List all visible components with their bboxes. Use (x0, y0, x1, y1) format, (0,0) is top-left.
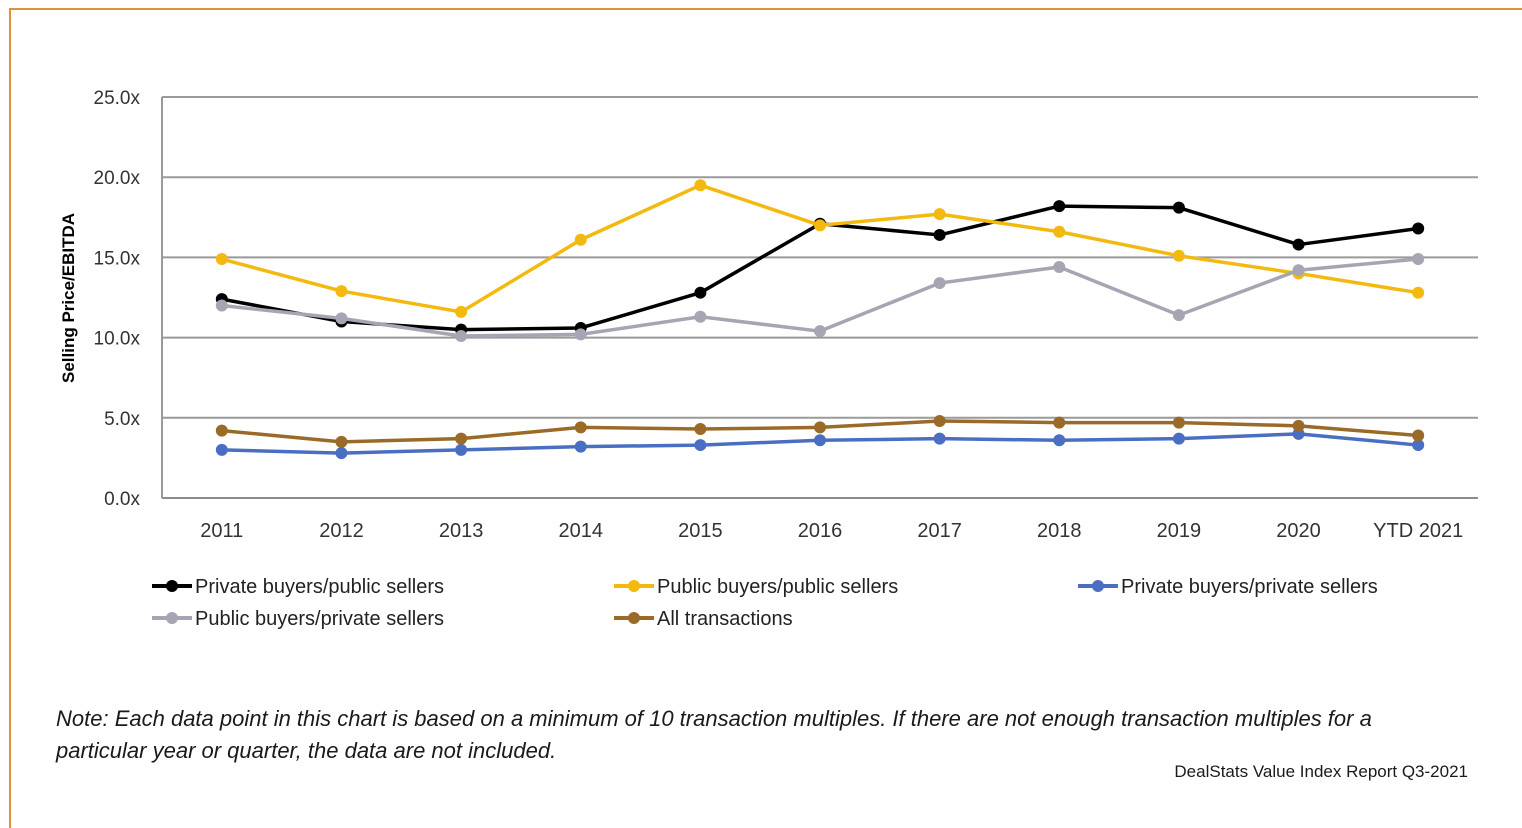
data-point (933, 277, 946, 290)
data-point (574, 421, 587, 434)
data-point (335, 285, 348, 298)
y-axis-ticks: 0.0x 5.0x 10.0x 15.0x 20.0x 25.0x (94, 88, 141, 510)
data-point (215, 299, 228, 312)
data-point (215, 443, 228, 456)
data-point (933, 228, 946, 241)
y-axis-label: Selling Price/EBITDA (59, 213, 78, 383)
legend-item: All transactions (614, 608, 793, 630)
data-point (1412, 439, 1425, 452)
legend-item: Public buyers/private sellers (152, 608, 444, 630)
x-tick-label: 2020 (1276, 520, 1321, 542)
data-point (1292, 238, 1305, 251)
data-point (1172, 432, 1185, 445)
data-point (694, 286, 707, 299)
legend-item: Public buyers/public sellers (614, 576, 898, 598)
series-3 (215, 253, 1425, 342)
data-point (1053, 416, 1066, 429)
series-2 (215, 427, 1425, 460)
chart-note: Note: Each data point in this chart is b… (56, 706, 1372, 763)
data-point (1292, 264, 1305, 277)
data-point (215, 253, 228, 266)
legend-swatch-marker (166, 612, 178, 624)
data-point (933, 432, 946, 445)
data-point (1053, 200, 1066, 213)
data-point (1053, 434, 1066, 447)
y-tick-label: 20.0x (94, 168, 141, 189)
x-tick-label: 2017 (917, 520, 962, 542)
data-point (1412, 222, 1425, 235)
data-point (694, 439, 707, 452)
data-point (933, 415, 946, 428)
data-point (455, 443, 468, 456)
data-point (1292, 419, 1305, 432)
data-point (694, 310, 707, 323)
series-lines (215, 179, 1425, 460)
data-point (814, 434, 826, 447)
legend-swatch-marker (628, 580, 640, 592)
x-tick-label: 2013 (439, 520, 484, 542)
y-tick-label: 0.0x (104, 489, 140, 510)
legend-swatch-marker (1092, 580, 1104, 592)
legend-label: Public buyers/private sellers (195, 608, 444, 630)
legend-label: Public buyers/public sellers (657, 576, 898, 598)
data-point (694, 423, 707, 436)
data-point (335, 312, 348, 325)
data-point (694, 179, 707, 192)
legend-item: Private buyers/private sellers (1078, 576, 1378, 598)
legend-label: Private buyers/private sellers (1121, 576, 1378, 598)
data-point (933, 208, 946, 221)
data-point (574, 328, 587, 341)
legend-label: Private buyers/public sellers (195, 576, 444, 598)
data-point (1172, 309, 1185, 322)
data-point (574, 233, 587, 246)
x-tick-label: 2015 (678, 520, 723, 542)
chart-frame (9, 8, 1522, 828)
data-point (814, 219, 826, 232)
y-tick-label: 15.0x (94, 248, 141, 269)
data-point (335, 435, 348, 448)
data-point (1412, 429, 1425, 442)
y-tick-label: 10.0x (94, 329, 141, 350)
source-text: DealStats Value Index Report Q3-2021 (1174, 762, 1468, 781)
data-point (1053, 225, 1066, 238)
legend-item: Private buyers/public sellers (152, 576, 444, 598)
data-point (814, 421, 826, 434)
data-point (1172, 416, 1185, 429)
series-4 (215, 415, 1425, 448)
data-point (1172, 201, 1185, 214)
x-tick-label: 2011 (200, 520, 243, 542)
data-point (574, 440, 587, 453)
legend-swatch-marker (628, 612, 640, 624)
y-tick-label: 5.0x (104, 409, 140, 430)
legend-label: All transactions (657, 608, 793, 630)
y-tick-label: 25.0x (94, 88, 141, 109)
x-axis-ticks: 2011 2012 2013 2014 2015 2016 2017 2018 2019 2020… (200, 520, 1463, 542)
x-tick-label: 2014 (558, 520, 603, 542)
x-tick-label: 2018 (1037, 520, 1082, 542)
data-point (455, 432, 468, 445)
series-1 (215, 179, 1425, 318)
x-tick-label: 2019 (1157, 520, 1202, 542)
x-tick-label: 2012 (319, 520, 364, 542)
grid-lines (161, 96, 1478, 499)
x-tick-label: 2016 (798, 520, 843, 542)
data-point (335, 447, 348, 460)
data-point (1412, 253, 1425, 266)
data-point (1412, 286, 1425, 299)
data-point (455, 329, 468, 342)
legend-swatch-marker (166, 580, 178, 592)
data-point (1053, 261, 1066, 274)
data-point (1172, 249, 1185, 262)
x-tick-label: YTD 2021 (1373, 520, 1463, 542)
data-point (455, 305, 468, 318)
data-point (814, 325, 826, 338)
data-point (215, 424, 228, 437)
legend: Private buyers/public sellers Public buye… (152, 576, 1378, 630)
